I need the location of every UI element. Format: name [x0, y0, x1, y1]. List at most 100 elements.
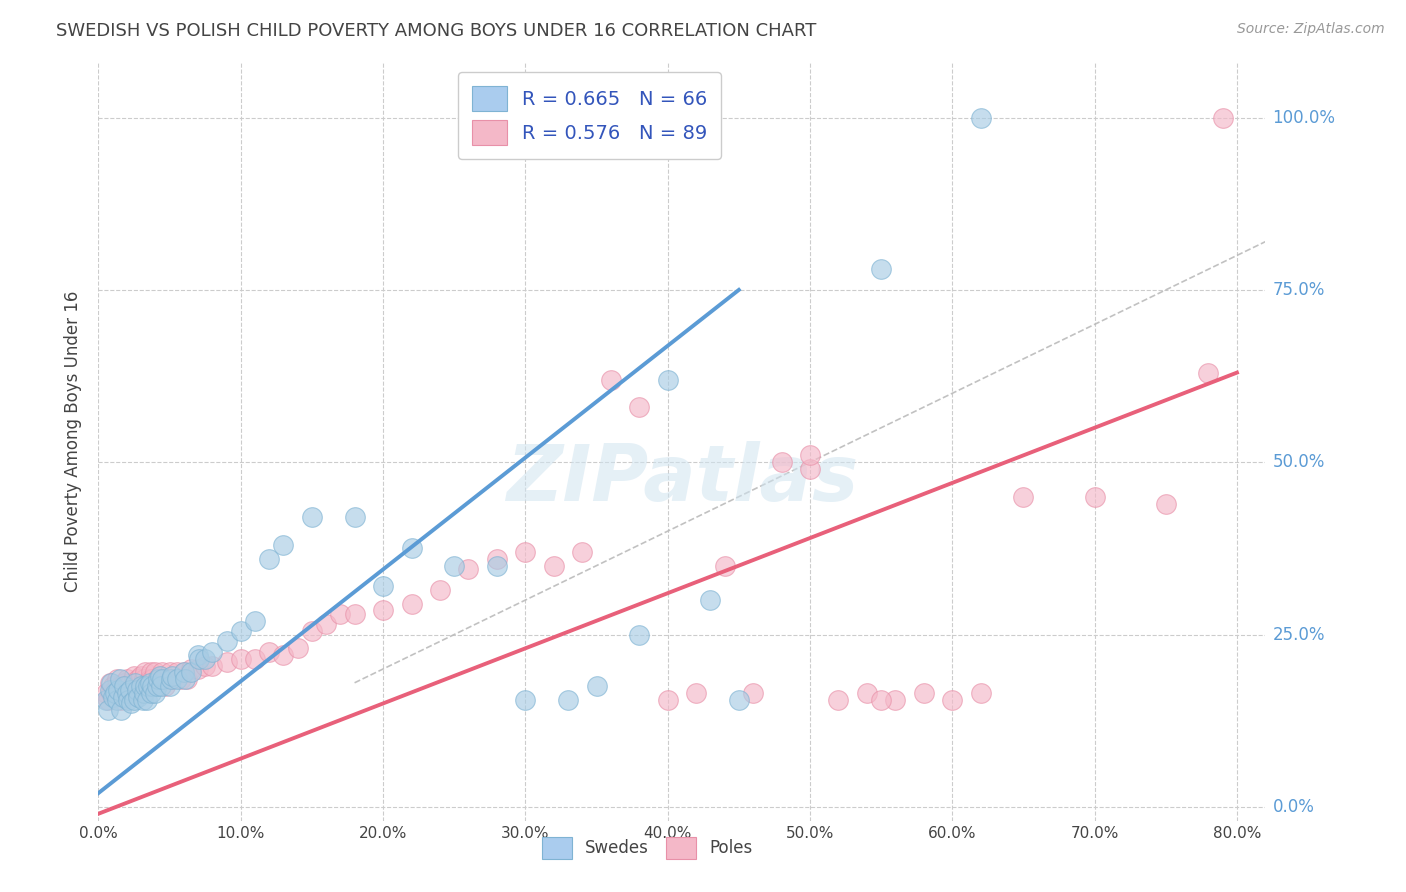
Point [371, 603, 394, 617]
Point [108, 679, 131, 693]
Point [112, 675, 135, 690]
Point [160, 673, 183, 687]
Point [114, 679, 136, 693]
Point [94, 693, 117, 707]
Point [128, 682, 150, 697]
Point [243, 651, 266, 665]
Point [485, 551, 508, 566]
Point [107, 686, 129, 700]
Point [143, 686, 166, 700]
Point [127, 690, 149, 704]
Point [94, 686, 117, 700]
Point [173, 665, 195, 680]
Point [121, 679, 143, 693]
Point [150, 673, 173, 687]
Point [599, 372, 621, 386]
Point [1212, 111, 1234, 125]
Point [122, 669, 145, 683]
Point [146, 679, 169, 693]
Point [713, 558, 735, 573]
Point [273, 648, 295, 663]
Point [153, 673, 176, 687]
Point [159, 679, 181, 693]
Point [187, 648, 209, 663]
Legend: Swedes, Poles: Swedes, Poles [536, 830, 759, 865]
Point [155, 679, 177, 693]
Point [176, 673, 198, 687]
Point [122, 693, 145, 707]
Text: SWEDISH VS POLISH CHILD POVERTY AMONG BOYS UNDER 16 CORRELATION CHART: SWEDISH VS POLISH CHILD POVERTY AMONG BO… [56, 22, 817, 40]
Point [131, 693, 153, 707]
Point [135, 693, 157, 707]
Point [941, 693, 963, 707]
Point [173, 665, 195, 680]
Point [149, 669, 172, 683]
Point [120, 697, 142, 711]
Text: 100.0%: 100.0% [1272, 109, 1336, 127]
Point [159, 665, 181, 680]
Point [301, 624, 323, 639]
Point [287, 641, 309, 656]
Point [273, 538, 295, 552]
Point [104, 682, 127, 697]
Point [543, 558, 565, 573]
Point [162, 673, 184, 687]
Point [101, 679, 124, 693]
Point [315, 617, 337, 632]
Point [112, 679, 135, 693]
Point [727, 693, 749, 707]
Point [343, 607, 366, 621]
Point [970, 686, 993, 700]
Point [107, 682, 129, 697]
Point [104, 686, 127, 700]
Point [827, 693, 849, 707]
Point [657, 372, 679, 386]
Point [132, 686, 155, 700]
Point [150, 679, 173, 693]
Text: 75.0%: 75.0% [1272, 281, 1324, 299]
Point [136, 679, 159, 693]
Point [699, 593, 721, 607]
Point [188, 651, 211, 665]
Point [162, 669, 184, 683]
Point [870, 693, 893, 707]
Point [105, 693, 128, 707]
Point [870, 262, 893, 277]
Point [120, 686, 142, 700]
Point [117, 693, 139, 707]
Point [148, 675, 170, 690]
Point [457, 562, 479, 576]
Point [134, 665, 156, 680]
Point [628, 400, 651, 414]
Point [110, 693, 132, 707]
Point [912, 686, 935, 700]
Point [657, 693, 679, 707]
Point [152, 665, 174, 680]
Point [194, 658, 217, 673]
Point [180, 665, 202, 680]
Point [628, 627, 651, 641]
Point [515, 545, 537, 559]
Point [515, 693, 537, 707]
Point [201, 645, 224, 659]
Point [110, 703, 132, 717]
Point [134, 679, 156, 693]
Point [742, 686, 765, 700]
Point [98, 682, 121, 697]
Point [132, 673, 155, 687]
Point [1154, 497, 1177, 511]
Point [152, 673, 174, 687]
Point [124, 675, 146, 690]
Point [138, 673, 160, 687]
Point [799, 462, 821, 476]
Point [117, 686, 139, 700]
Point [401, 541, 423, 556]
Point [127, 673, 149, 687]
Point [1012, 490, 1035, 504]
Point [115, 686, 138, 700]
Point [166, 665, 188, 680]
Point [257, 551, 280, 566]
Point [98, 675, 121, 690]
Point [485, 558, 508, 573]
Point [201, 658, 224, 673]
